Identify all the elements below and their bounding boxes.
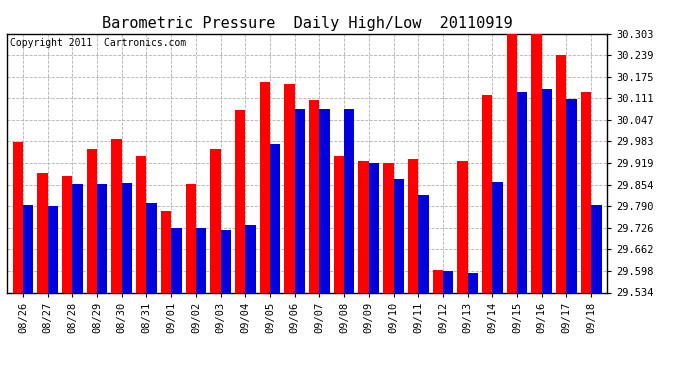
Bar bbox=[581, 92, 591, 292]
Text: Copyright 2011  Cartronics.com: Copyright 2011 Cartronics.com bbox=[10, 38, 186, 48]
Bar bbox=[443, 271, 453, 292]
Bar bbox=[196, 228, 206, 292]
Bar bbox=[358, 161, 369, 292]
Bar bbox=[566, 99, 577, 292]
Bar bbox=[591, 205, 602, 292]
Bar bbox=[171, 228, 181, 292]
Bar bbox=[186, 184, 196, 292]
Bar bbox=[433, 270, 443, 292]
Bar bbox=[344, 109, 355, 292]
Bar bbox=[23, 205, 33, 292]
Bar bbox=[556, 55, 566, 292]
Bar bbox=[309, 100, 319, 292]
Bar bbox=[542, 88, 552, 292]
Bar bbox=[517, 92, 527, 292]
Bar bbox=[295, 109, 305, 292]
Bar bbox=[270, 144, 280, 292]
Bar bbox=[319, 109, 330, 292]
Title: Barometric Pressure  Daily High/Low  20110919: Barometric Pressure Daily High/Low 20110… bbox=[101, 16, 513, 31]
Bar bbox=[408, 159, 418, 292]
Bar bbox=[12, 142, 23, 292]
Bar bbox=[259, 82, 270, 292]
Bar bbox=[531, 33, 542, 292]
Bar bbox=[111, 139, 121, 292]
Bar bbox=[37, 173, 48, 292]
Bar bbox=[493, 182, 503, 292]
Bar bbox=[221, 230, 231, 292]
Bar bbox=[468, 273, 478, 292]
Bar bbox=[235, 111, 245, 292]
Bar bbox=[506, 32, 517, 292]
Bar bbox=[369, 163, 380, 292]
Bar bbox=[146, 203, 157, 292]
Bar bbox=[136, 156, 146, 292]
Bar bbox=[284, 84, 295, 292]
Bar bbox=[210, 149, 221, 292]
Bar bbox=[121, 183, 132, 292]
Bar bbox=[161, 211, 171, 292]
Bar bbox=[457, 161, 468, 292]
Bar bbox=[72, 184, 83, 292]
Bar bbox=[245, 225, 256, 292]
Bar bbox=[418, 195, 428, 292]
Bar bbox=[97, 184, 108, 292]
Bar bbox=[393, 180, 404, 292]
Bar bbox=[334, 156, 344, 292]
Bar bbox=[482, 95, 493, 292]
Bar bbox=[62, 176, 72, 292]
Bar bbox=[48, 206, 58, 292]
Bar bbox=[383, 163, 393, 292]
Bar bbox=[87, 149, 97, 292]
